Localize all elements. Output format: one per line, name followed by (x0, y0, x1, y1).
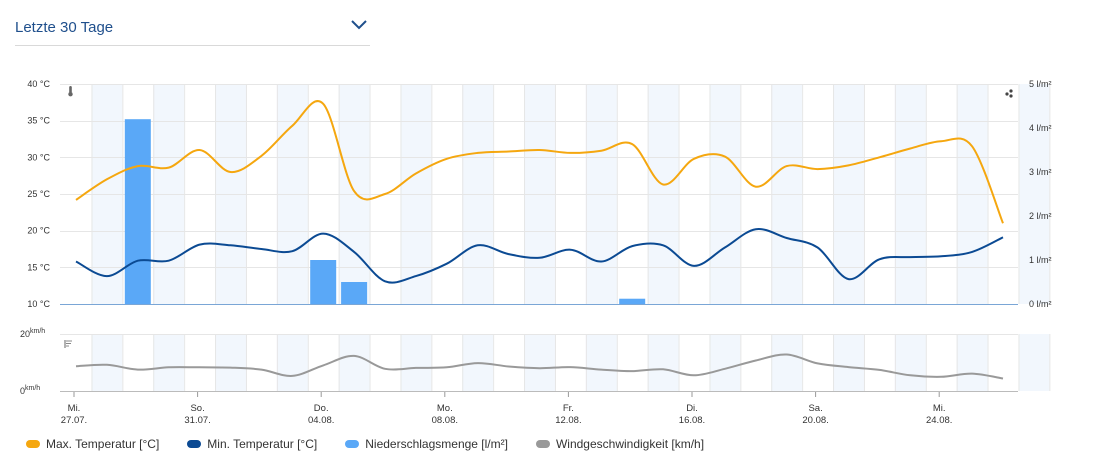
day-band (91, 334, 123, 391)
precipitation-bar (619, 298, 646, 304)
chevron-down-icon (351, 20, 367, 30)
day-band (1018, 334, 1050, 391)
x-tick-date: 24.08. (926, 415, 952, 426)
legend-label: Windgeschwindigkeit [km/h] (555, 437, 705, 451)
precipitation-bar (310, 260, 337, 304)
x-tick-date: 31.07. (184, 415, 210, 426)
wind-speed-line (75, 353, 1004, 380)
legend-label: Max. Temperatur [°C] (46, 437, 160, 451)
day-band (894, 334, 926, 391)
thermometer-icon (68, 86, 73, 97)
temperature-tick-label: 30 °C (27, 152, 50, 162)
day-band (153, 334, 185, 391)
precipitation-tick-label: 4 l/m² (1029, 123, 1052, 133)
x-tick-day: Do. (314, 403, 329, 414)
day-band (276, 334, 308, 391)
precipitation-bar (341, 282, 368, 304)
day-band (1018, 84, 1050, 304)
range-select[interactable]: Letzte 30 Tage (15, 12, 370, 46)
legend-swatch (345, 440, 360, 448)
precipitation-bar (124, 119, 151, 304)
legend-swatch (187, 440, 202, 448)
precipitation-bars (124, 119, 646, 304)
wind-axis-labels: 0km/h 20km/h (20, 328, 45, 396)
wind-tick-label: 20km/h (20, 328, 45, 339)
day-band (215, 334, 246, 391)
legend-label: Niederschlagsmenge [l/m²] (365, 437, 508, 451)
precipitation-tick-label: 0 l/m² (1029, 299, 1052, 309)
wind-tick-label: 0km/h (20, 385, 40, 396)
min-temperature-line (75, 227, 1004, 284)
temperature-axis-labels: 10 °C 15 °C 20 °C 25 °C 30 °C 35 °C 40 °C (27, 79, 50, 309)
x-tick-date: 08.08. (432, 415, 458, 426)
x-tick-date: 12.08. (555, 415, 581, 426)
precipitation-tick-label: 3 l/m² (1029, 167, 1052, 177)
x-tick-day: Mi. (933, 403, 946, 414)
x-tick-day: Mi. (68, 403, 81, 414)
x-tick-day: Sa. (808, 403, 822, 414)
x-tick-day: Fr. (563, 403, 574, 414)
precipitation-axis-labels: 0 l/m² 1 l/m² 2 l/m² 3 l/m² 4 l/m² 5 l/m² (1029, 79, 1052, 309)
day-band (585, 334, 617, 391)
legend-item-max-temp[interactable]: Max. Temperatur [°C] (26, 437, 159, 451)
temperature-tick-label: 35 °C (27, 116, 50, 126)
date-axis-labels: Mi.27.07.So.31.07.Do.04.08.Mo.08.08.Fr.1… (61, 392, 952, 426)
x-tick-date: 27.07. (61, 415, 87, 426)
precipitation-tick-label: 5 l/m² (1029, 79, 1052, 89)
max-temperature-line (75, 100, 1004, 224)
legend-label: Min. Temperatur [°C] (207, 437, 318, 451)
day-band (524, 334, 555, 391)
weather-chart: 10 °C 15 °C 20 °C 25 °C 30 °C 35 °C 40 °C 0 l/… (20, 79, 1052, 426)
temperature-tick-label: 10 °C (27, 299, 50, 309)
day-band (771, 334, 803, 391)
temperature-tick-label: 25 °C (27, 189, 50, 199)
day-band (956, 334, 988, 391)
range-select-label: Letzte 30 Tage (15, 19, 114, 36)
legend-item-min-temp[interactable]: Min. Temperatur [°C] (187, 437, 317, 451)
x-tick-day: Mo. (437, 403, 453, 414)
chart-legend: Max. Temperatur [°C] Min. Temperatur [°C… (26, 437, 704, 451)
precipitation-tick-label: 2 l/m² (1029, 211, 1052, 221)
x-tick-date: 20.08. (802, 415, 828, 426)
x-tick-date: 16.08. (679, 415, 705, 426)
legend-item-wind[interactable]: Windgeschwindigkeit [km/h] (535, 437, 705, 451)
precipitation-tick-label: 1 l/m² (1029, 255, 1052, 265)
temperature-tick-label: 15 °C (27, 262, 50, 272)
temperature-tick-label: 20 °C (27, 226, 50, 236)
day-band (400, 334, 432, 391)
x-tick-date: 04.08. (308, 415, 334, 426)
rain-drops-icon (1005, 89, 1013, 98)
day-band (647, 334, 679, 391)
day-band (709, 334, 741, 391)
wind-icon (64, 340, 72, 348)
x-tick-day: Di. (686, 403, 698, 414)
grid-lines (60, 84, 1051, 392)
temperature-tick-label: 40 °C (27, 79, 50, 89)
x-tick-day: So. (190, 403, 204, 414)
day-band (833, 334, 864, 391)
legend-swatch (535, 440, 550, 448)
day-band (338, 334, 370, 391)
day-bands (91, 84, 1050, 391)
legend-swatch (26, 440, 40, 448)
legend-item-precip[interactable]: Niederschlagsmenge [l/m²] (345, 437, 508, 451)
